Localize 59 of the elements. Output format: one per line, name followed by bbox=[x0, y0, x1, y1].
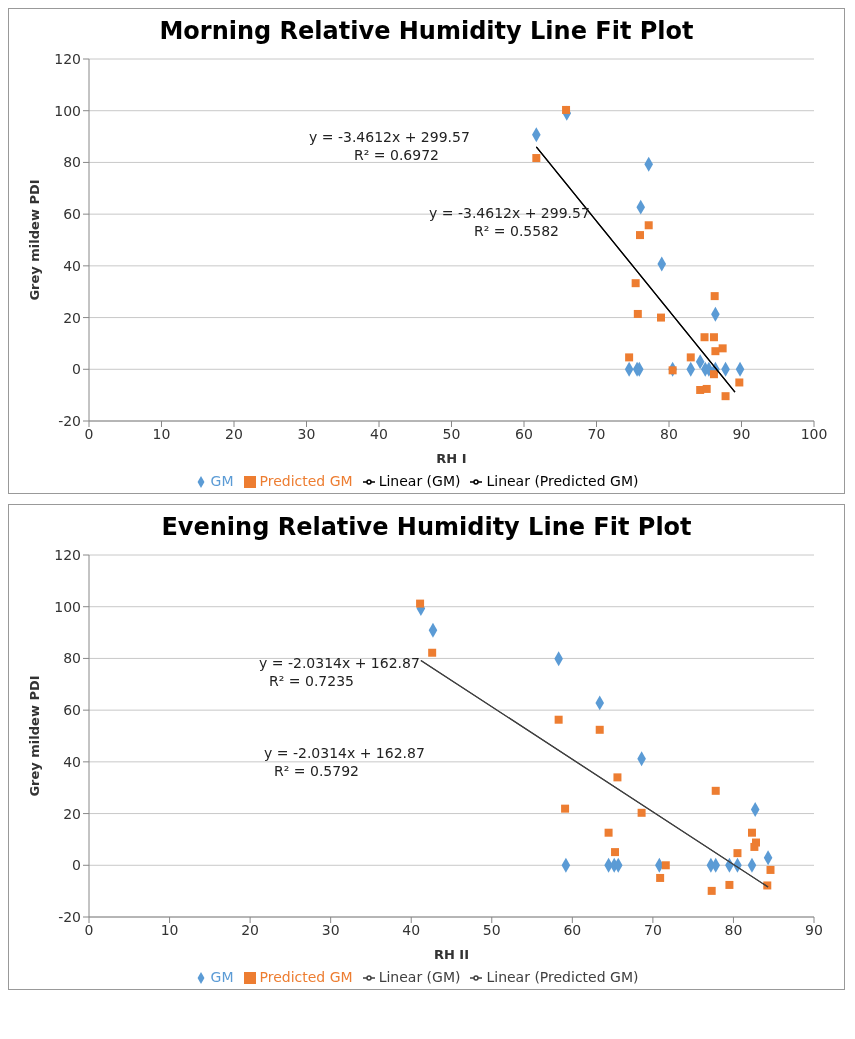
y-axis-title: Grey mildew PDI bbox=[26, 675, 42, 797]
y-tick-label: 40 bbox=[63, 753, 81, 770]
y-tick-label: 0 bbox=[72, 361, 81, 378]
y-tick-label: 100 bbox=[54, 598, 81, 615]
x-axis-title: RH I bbox=[436, 451, 467, 466]
x-tick-label: 0 bbox=[84, 921, 94, 938]
y-tick-label: -20 bbox=[58, 908, 81, 925]
y-tick-label: 40 bbox=[63, 257, 81, 274]
legend-label: Predicted GM bbox=[259, 473, 353, 489]
legend-label: Linear (Predicted GM) bbox=[486, 969, 639, 985]
x-tick-label: 60 bbox=[563, 921, 582, 938]
y-tick-label: 120 bbox=[54, 50, 81, 67]
y-tick-label: -20 bbox=[58, 412, 81, 429]
x-tick-label: 30 bbox=[321, 921, 340, 938]
annotation: R² = 0.5582 bbox=[474, 223, 559, 239]
chart-title: Morning Relative Humidity Line Fit Plot bbox=[159, 17, 694, 45]
x-tick-label: 40 bbox=[402, 921, 421, 938]
y-tick-label: 100 bbox=[54, 102, 81, 119]
y-tick-label: 80 bbox=[63, 154, 81, 171]
y-tick-label: 20 bbox=[63, 309, 81, 326]
x-tick-label: 90 bbox=[805, 921, 823, 938]
x-tick-label: 100 bbox=[800, 425, 828, 442]
x-tick-label: 10 bbox=[152, 425, 171, 442]
y-tick-label: 120 bbox=[54, 546, 81, 563]
annotation: R² = 0.5792 bbox=[274, 763, 359, 779]
annotation: y = -3.4612x + 299.57 bbox=[309, 129, 470, 145]
x-tick-label: 20 bbox=[241, 921, 260, 938]
x-tick-label: 40 bbox=[370, 425, 388, 442]
y-axis-title: Grey mildew PDI bbox=[26, 179, 42, 301]
x-tick-label: 60 bbox=[515, 425, 533, 442]
y-tick-label: 20 bbox=[63, 805, 81, 822]
legend-label: Predicted GM bbox=[259, 969, 353, 985]
y-tick-label: 0 bbox=[72, 857, 81, 874]
y-tick-label: 60 bbox=[63, 206, 81, 223]
x-tick-label: 80 bbox=[660, 425, 678, 442]
y-tick-label: 60 bbox=[63, 702, 81, 719]
x-axis-title: RH II bbox=[433, 947, 470, 962]
annotation: R² = 0.7235 bbox=[269, 673, 354, 689]
x-tick-label: 50 bbox=[442, 425, 461, 442]
x-tick-label: 70 bbox=[587, 425, 606, 442]
x-tick-label: 80 bbox=[724, 921, 743, 938]
chart-title: Evening Relative Humidity Line Fit Plot bbox=[161, 513, 692, 541]
legend-label: GM bbox=[210, 969, 234, 985]
annotation: y = -2.0314x + 162.87 bbox=[259, 655, 420, 671]
x-tick-label: 0 bbox=[84, 425, 94, 442]
x-tick-label: 10 bbox=[160, 921, 179, 938]
legend-label: GM bbox=[210, 473, 234, 489]
y-tick-label: 80 bbox=[63, 650, 81, 667]
annotation: y = -3.4612x + 299.57 bbox=[429, 205, 590, 221]
annotation: R² = 0.6972 bbox=[354, 147, 439, 163]
legend-label: Linear (GM) bbox=[378, 473, 461, 489]
x-tick-label: 70 bbox=[643, 921, 662, 938]
x-tick-label: 50 bbox=[482, 921, 501, 938]
x-tick-label: 90 bbox=[732, 425, 751, 442]
legend-label: Linear (GM) bbox=[378, 969, 461, 985]
legend-label: Linear (Predicted GM) bbox=[486, 473, 639, 489]
annotation: y = -2.0314x + 162.87 bbox=[264, 745, 425, 761]
x-tick-label: 20 bbox=[225, 425, 243, 442]
x-tick-label: 30 bbox=[297, 425, 316, 442]
